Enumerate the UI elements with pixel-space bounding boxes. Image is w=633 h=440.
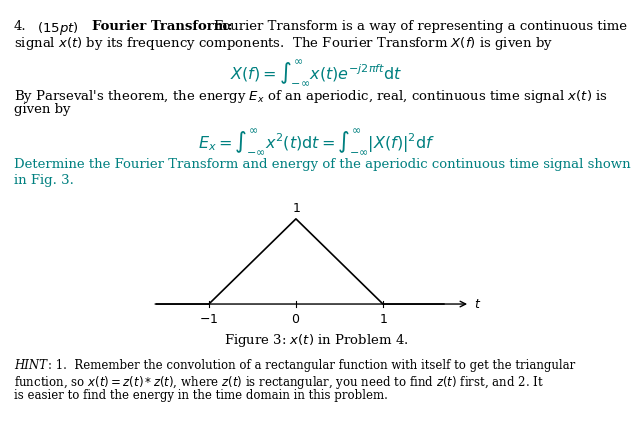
Text: 4.: 4. xyxy=(14,20,27,33)
Text: Figure 3: $x(t)$ in Problem 4.: Figure 3: $x(t)$ in Problem 4. xyxy=(224,332,409,349)
Text: Fourier Transform:: Fourier Transform: xyxy=(92,20,232,33)
Text: : 1.  Remember the convolution of a rectangular function with itself to get the : : 1. Remember the convolution of a recta… xyxy=(48,359,575,372)
Text: $0$: $0$ xyxy=(291,312,301,326)
Text: function, so $x(t) = z(t) * z(t)$, where $z(t)$ is rectangular, you need to find: function, so $x(t) = z(t) * z(t)$, where… xyxy=(14,374,544,391)
Text: $(15pt)$: $(15pt)$ xyxy=(37,20,78,37)
Text: $t$: $t$ xyxy=(474,297,482,311)
Text: Determine the Fourier Transform and energy of the aperiodic continuous time sign: Determine the Fourier Transform and ener… xyxy=(14,158,630,172)
Text: $E_x = \int_{-\infty}^{\infty} x^2(t)\mathrm{d}t = \int_{-\infty}^{\infty} |X(f): $E_x = \int_{-\infty}^{\infty} x^2(t)\ma… xyxy=(198,128,435,157)
Text: HINT: HINT xyxy=(14,359,47,372)
Text: in Fig. 3.: in Fig. 3. xyxy=(14,174,74,187)
Text: given by: given by xyxy=(14,103,70,117)
Text: signal $x(t)$ by its frequency components.  The Fourier Transform $X(f)$ is give: signal $x(t)$ by its frequency component… xyxy=(14,35,553,52)
Text: By Parseval's theorem, the energy $E_x$ of an aperiodic, real, continuous time s: By Parseval's theorem, the energy $E_x$ … xyxy=(14,88,608,105)
Text: $X(f) = \int_{-\infty}^{\infty} x(t)e^{-j2\pi ft}\mathrm{d}t$: $X(f) = \int_{-\infty}^{\infty} x(t)e^{-… xyxy=(230,58,403,88)
Text: $1$: $1$ xyxy=(379,312,387,326)
Text: is easier to find the energy in the time domain in this problem.: is easier to find the energy in the time… xyxy=(14,389,388,403)
Text: Fourier Transform is a way of representing a continuous time: Fourier Transform is a way of representi… xyxy=(214,20,627,33)
Text: $1$: $1$ xyxy=(292,202,300,215)
Text: $-1$: $-1$ xyxy=(199,312,218,326)
